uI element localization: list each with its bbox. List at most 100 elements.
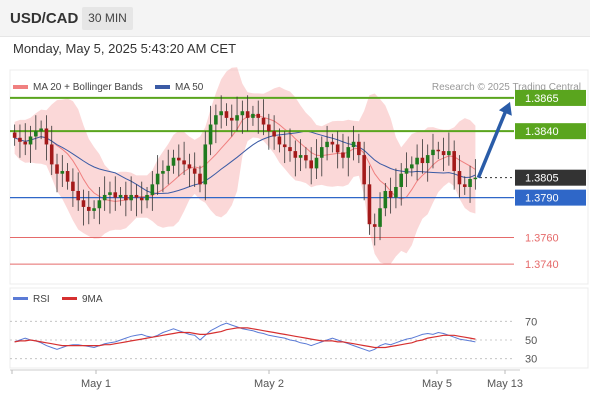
candle-body — [357, 141, 361, 156]
candle-body — [346, 147, 351, 158]
candle-body — [298, 155, 303, 158]
candle-body — [81, 200, 86, 207]
candle-body — [309, 160, 313, 169]
bollinger-area — [14, 67, 476, 265]
ma50-label: MA 50 — [175, 82, 204, 93]
rsi-ma-swatch — [62, 297, 77, 300]
candle-body — [245, 111, 250, 118]
candle-body — [208, 124, 213, 145]
rsi-swatch — [13, 297, 28, 300]
rsi-level-label-70: 70 — [525, 316, 537, 328]
candle-body — [425, 155, 430, 164]
candle-body — [192, 168, 197, 174]
level-tags: 1.3865 1.3840 1.3805 1.3790 1.3760 1.3740 — [515, 89, 586, 271]
bollinger-band — [14, 67, 476, 265]
pair-title: USD/CAD — [10, 10, 79, 27]
candle-body — [60, 171, 65, 174]
candle-body — [139, 197, 144, 201]
projection-arrow-head — [498, 101, 512, 116]
rsi-line — [14, 322, 476, 352]
x-tick-label-2: May 5 — [422, 378, 452, 390]
candle-body — [319, 147, 324, 158]
candle-body — [457, 171, 462, 185]
candle-body — [39, 128, 43, 132]
candle-body — [145, 194, 149, 201]
candle-body — [277, 136, 282, 145]
candle-body — [235, 115, 239, 121]
price-levels — [10, 96, 514, 265]
candle-body — [383, 190, 388, 209]
candle-body — [166, 165, 171, 172]
source-attribution: Research © 2025 Trading Central — [432, 82, 581, 93]
candle-body — [367, 184, 372, 225]
price-panel-frame — [9, 69, 589, 285]
ma20-label: MA 20 + Bollinger Bands — [33, 82, 143, 93]
projection-arrow-shaft — [476, 107, 509, 179]
rsi-ma-label: 9MA — [82, 294, 103, 305]
candle-body — [447, 151, 451, 156]
level-tag-1.3865: 1.3865 — [525, 93, 559, 105]
candle-body — [203, 144, 208, 185]
candle-body — [267, 124, 271, 132]
candle-body — [219, 111, 223, 116]
candle-body — [23, 141, 28, 145]
candle-body — [282, 144, 287, 148]
candle-body — [34, 131, 38, 137]
candle-body — [229, 117, 234, 121]
rsi-legend: RSI 9MA — [13, 294, 103, 305]
candle-body — [330, 141, 335, 145]
level-tag-box-1.3790 — [515, 189, 586, 206]
candle-body — [399, 173, 404, 187]
ma50-line — [14, 130, 476, 195]
price-legend: MA 20 + Bollinger Bands MA 50 Research ©… — [13, 82, 581, 93]
candle-body — [468, 179, 472, 187]
candle-body — [55, 164, 59, 174]
candle-body — [452, 151, 456, 172]
ma50-swatch — [155, 85, 170, 89]
candle-body — [102, 194, 107, 201]
level-tag-1.3790: 1.3790 — [525, 193, 559, 205]
candle-body — [65, 171, 70, 182]
rsi-panel-frame — [9, 287, 589, 369]
candle-body — [155, 173, 160, 185]
rsi-level-label-50: 50 — [525, 335, 537, 347]
rsi-level-label-30: 30 — [525, 354, 537, 366]
candle-body — [49, 144, 54, 165]
candle-body — [44, 128, 49, 145]
candle-body — [420, 157, 425, 164]
timeframe-button[interactable]: 30 MIN — [82, 7, 133, 30]
candle-body — [214, 115, 218, 125]
candle-body — [372, 224, 377, 227]
rsi-ma-line — [14, 327, 476, 349]
candle-body — [12, 132, 17, 138]
x-tick-label-3: May 13 — [487, 378, 523, 390]
x-tick-label-1: May 2 — [254, 378, 284, 390]
chart-datetime: Monday, May 5, 2025 5:43:20 AM CET — [13, 41, 237, 56]
level-tag-1.3740: 1.3740 — [525, 259, 559, 271]
candle-body — [404, 168, 409, 174]
candle-body — [415, 157, 419, 165]
candle-body — [362, 155, 366, 185]
candle-body — [187, 164, 192, 169]
candle-body — [28, 136, 33, 145]
candle-body — [325, 141, 329, 148]
level-tag-1.3840: 1.3840 — [525, 126, 559, 138]
candle-body — [118, 194, 123, 198]
candle-body — [134, 194, 139, 198]
candle-body — [108, 192, 112, 195]
candle-body — [182, 160, 186, 165]
candle-body — [92, 208, 96, 211]
candle-body — [76, 190, 80, 201]
candle-body — [351, 141, 356, 148]
candle-body — [462, 184, 467, 187]
candle-body — [240, 111, 245, 116]
candle-body — [198, 173, 202, 185]
candle-body — [124, 194, 128, 201]
candle-body — [224, 111, 229, 118]
candle-body — [335, 144, 340, 153]
projection-arrow — [476, 101, 512, 179]
level-tag-box-1.3840 — [515, 123, 586, 140]
candle-body — [388, 190, 393, 198]
candle-body — [304, 155, 308, 161]
